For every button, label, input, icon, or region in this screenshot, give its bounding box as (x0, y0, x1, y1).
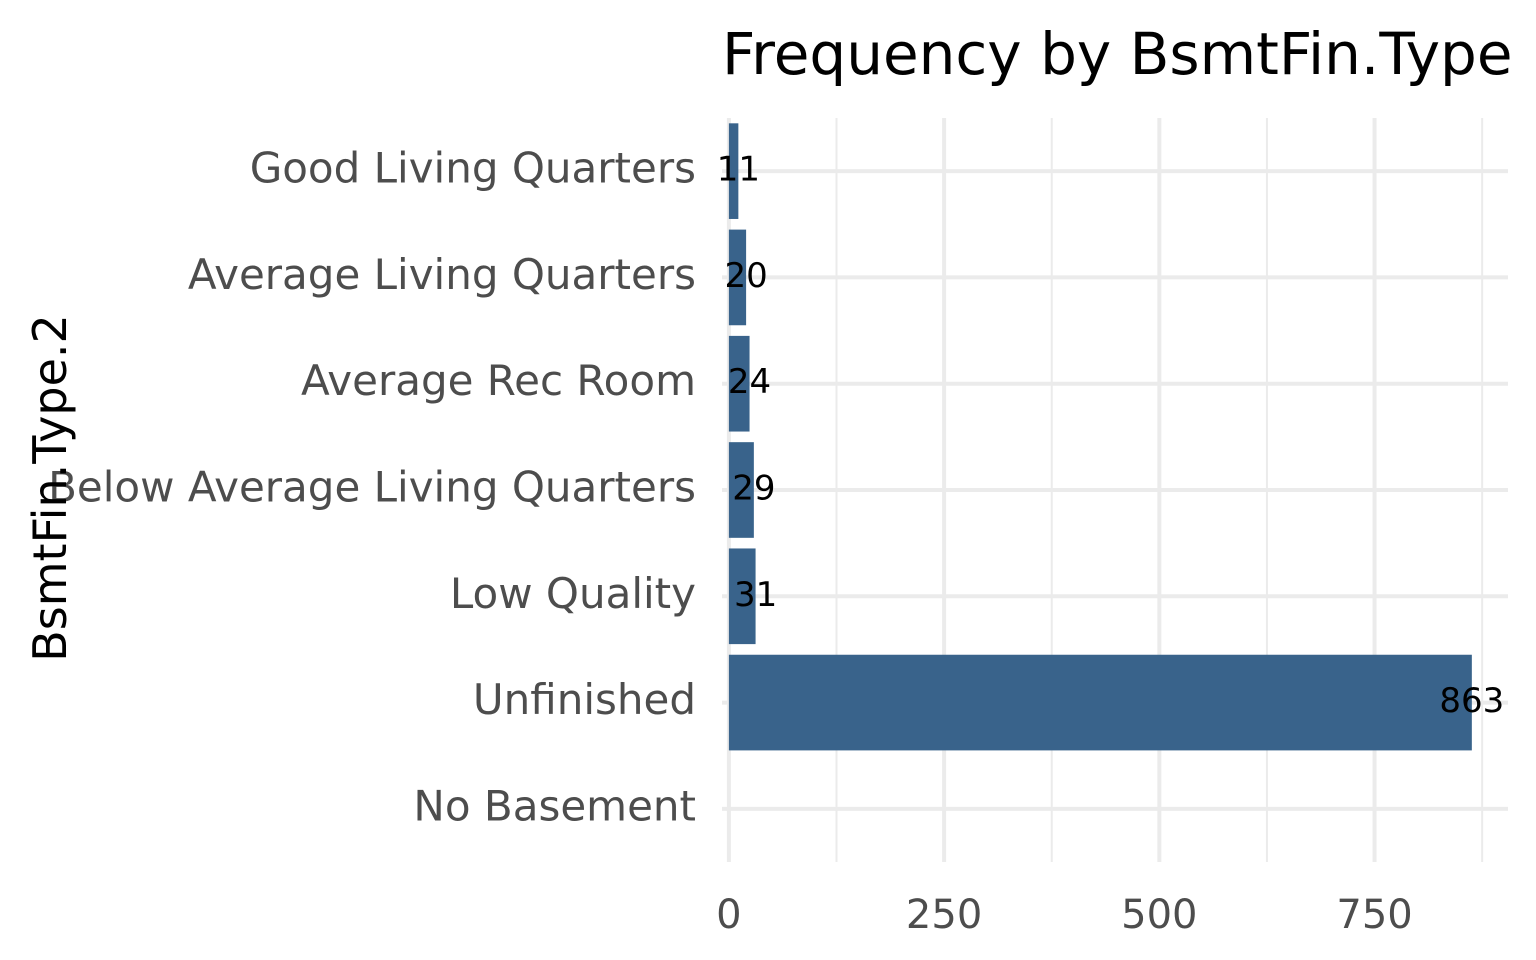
bar-5 (728, 654, 1472, 751)
data-label-0: 11 (717, 150, 760, 190)
bar-2 (728, 335, 750, 432)
data-labels: 11 20 24 29 31 863 (717, 150, 1505, 721)
x-tick-label-0: 0 (716, 892, 741, 938)
data-label-4: 31 (734, 575, 777, 615)
x-tick-label-2: 500 (1121, 892, 1197, 938)
x-tick-labels: 0 250 500 750 (716, 892, 1413, 938)
category-label-0: Good Living Quarters (250, 144, 696, 193)
bar-0 (728, 123, 739, 219)
category-label-1: Average Living Quarters (188, 250, 696, 299)
bar-1 (728, 229, 747, 326)
category-label-4: Low Quality (450, 569, 696, 618)
data-label-3: 29 (732, 469, 775, 509)
data-label-1: 20 (724, 256, 767, 296)
category-label-5: Unfinished (473, 675, 696, 724)
bars (728, 123, 1472, 751)
x-tick-label-1: 250 (906, 892, 982, 938)
category-labels: Good Living Quarters Average Living Quart… (48, 144, 696, 831)
bar-4 (728, 548, 756, 645)
category-label-3: Below Average Living Quarters (48, 463, 696, 512)
x-tick-label-3: 750 (1336, 892, 1412, 938)
chart-title: Frequency by BsmtFin.Type (722, 20, 1513, 88)
data-label-5: 863 (1439, 681, 1504, 721)
category-label-6: No Basement (413, 781, 696, 830)
data-label-2: 24 (728, 362, 771, 402)
y-axis-title: BsmtFin.Type.2 (23, 314, 77, 662)
bar-3 (728, 442, 754, 538)
category-label-2: Average Rec Room (301, 356, 696, 405)
